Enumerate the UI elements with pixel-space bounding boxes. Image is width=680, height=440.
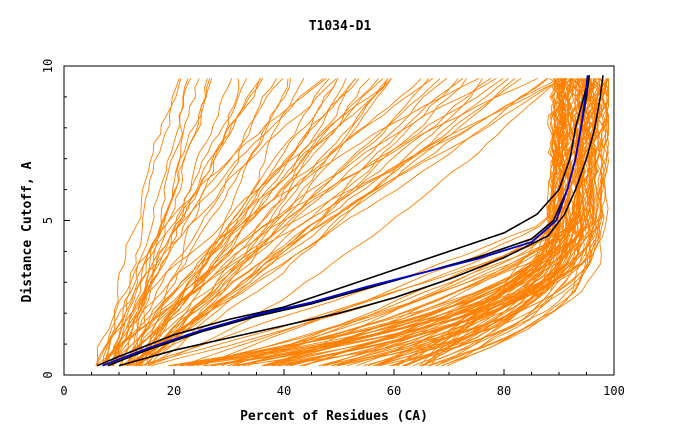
model-curve-121 — [128, 78, 200, 366]
model-curve-143 — [112, 78, 284, 366]
x-tick-label-100: 100 — [603, 384, 625, 398]
model-curve-70 — [447, 78, 603, 367]
x-tick-label-40: 40 — [277, 384, 291, 398]
plot-frame — [63, 65, 615, 376]
highlight-curve-lower — [118, 75, 604, 367]
model-curve-117 — [103, 78, 182, 366]
model-curve-57 — [169, 78, 568, 367]
model-curve-95 — [147, 78, 459, 367]
model-curve-130 — [119, 78, 292, 366]
y-tick-label-0: 0 — [41, 371, 55, 378]
model-curve-102 — [122, 78, 549, 367]
model-curve-137 — [138, 78, 360, 366]
model-curve-87 — [346, 78, 600, 367]
x-tick-label-20: 20 — [167, 384, 181, 398]
model-curve-6 — [204, 78, 567, 367]
model-curve-88 — [299, 78, 584, 367]
model-curve-120 — [102, 78, 337, 366]
model-curve-126 — [111, 78, 504, 366]
model-curve-124 — [122, 78, 330, 367]
model-curve-127 — [133, 78, 248, 366]
model-curve-118 — [131, 78, 434, 366]
model-curve-108 — [135, 78, 192, 366]
model-curve-148 — [95, 78, 384, 367]
x-tick-label-80: 80 — [497, 384, 511, 398]
model-curve-56 — [325, 78, 609, 367]
model-curve-69 — [192, 78, 589, 367]
model-curve-112 — [112, 78, 213, 366]
model-curve-114 — [131, 78, 483, 367]
axes: 0 20 40 60 80 100 0 5 10 — [41, 59, 625, 398]
model-curve-111 — [109, 78, 180, 366]
highlight-curve-upper — [96, 75, 591, 367]
model-curve-20 — [202, 78, 568, 367]
chart-title: T1034-D1 — [309, 19, 372, 34]
x-tick-label-60: 60 — [387, 384, 401, 398]
model-curve-36 — [378, 78, 593, 367]
highlight-curves — [96, 75, 604, 367]
model-curve-128 — [136, 78, 357, 367]
model-curve-35 — [332, 78, 610, 367]
model-curve-62 — [406, 78, 586, 367]
model-curve-89 — [427, 78, 602, 367]
model-curve-136 — [105, 78, 208, 366]
model-curve-78 — [412, 78, 582, 367]
model-curve-138 — [108, 78, 277, 367]
model-curve-139 — [137, 78, 289, 367]
model-curve-51 — [374, 78, 589, 367]
model-curve-98 — [144, 78, 464, 367]
model-curve-74 — [392, 78, 566, 367]
model-curve-142 — [147, 78, 389, 366]
x-tick-label-0: 0 — [60, 384, 67, 398]
model-curve-84 — [233, 78, 602, 367]
model-curve-54 — [141, 78, 561, 367]
model-curve-75 — [403, 78, 588, 367]
model-curve-100 — [96, 78, 327, 366]
model-curve-59 — [247, 78, 610, 367]
model-curve-146 — [106, 78, 233, 367]
y-axis-label: Distance Cutoff, A — [20, 161, 35, 302]
reference-curve-line — [102, 75, 589, 367]
reference-curve — [102, 75, 589, 367]
model-curve-39 — [422, 78, 599, 367]
model-curve-141 — [145, 78, 548, 366]
model-curve-145 — [125, 78, 497, 366]
model-curve-86 — [322, 78, 560, 367]
model-curves — [95, 77, 610, 367]
model-curve-94 — [102, 77, 568, 366]
y-tick-label-5: 5 — [41, 217, 55, 224]
model-curve-147 — [135, 78, 339, 367]
model-curve-133 — [140, 78, 356, 366]
y-tick-label-10: 10 — [41, 59, 55, 73]
model-curve-131 — [106, 78, 324, 366]
x-axis-label: Percent of Residues (CA) — [240, 409, 428, 424]
model-curve-123 — [112, 78, 347, 367]
model-curve-140 — [126, 78, 441, 366]
model-curve-129 — [126, 77, 538, 366]
model-curve-46 — [227, 78, 601, 367]
model-curve-42 — [275, 78, 591, 367]
model-curve-135 — [127, 78, 522, 367]
model-curve-63 — [181, 78, 572, 367]
model-curve-116 — [95, 78, 263, 366]
model-curve-132 — [135, 78, 448, 366]
model-curve-149 — [136, 78, 509, 367]
